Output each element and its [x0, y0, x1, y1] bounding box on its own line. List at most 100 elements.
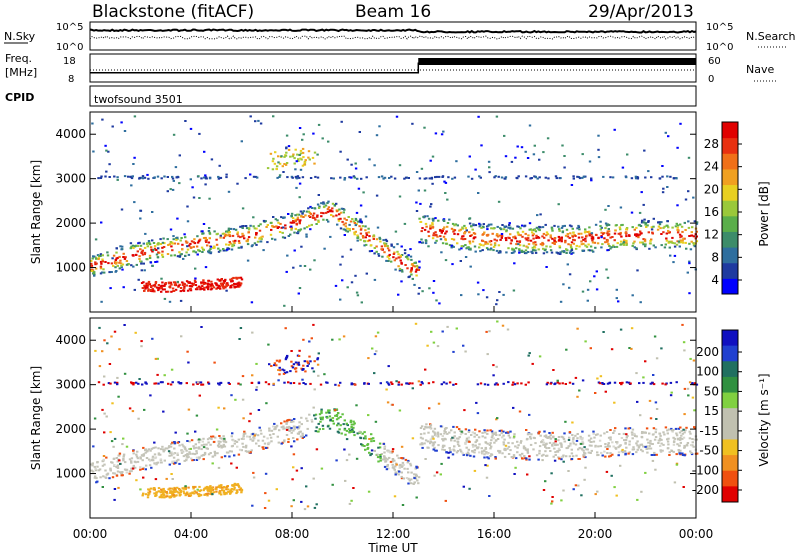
scatter-point: [211, 488, 215, 491]
scatter-point: [164, 282, 167, 284]
scatter-point: [303, 360, 306, 363]
scatter-point: [382, 177, 385, 180]
scatter-point: [93, 274, 96, 277]
scatter-point: [203, 451, 207, 454]
scatter-point: [195, 452, 198, 455]
x-axis-label: Time UT: [367, 541, 418, 554]
scatter-point: [250, 449, 253, 452]
scatter-point: [607, 228, 610, 230]
scatter-point: [339, 150, 342, 153]
scatter-point: [220, 445, 224, 448]
scatter-point: [470, 234, 473, 237]
scatter-point: [346, 227, 349, 230]
scatter-point: [679, 449, 682, 452]
scatter-point: [236, 284, 239, 287]
scatter-point: [464, 428, 468, 431]
scatter-point: [272, 115, 275, 118]
scatter-point: [409, 462, 412, 465]
colorbar-swatch: [722, 247, 738, 264]
scatter-point: [346, 158, 349, 161]
scatter-point: [207, 282, 210, 285]
scatter-point: [145, 243, 149, 245]
scatter-point: [660, 221, 663, 224]
scatter-point: [683, 413, 686, 416]
scatter-point: [692, 235, 696, 238]
scatter-point: [514, 466, 517, 469]
scatter-point: [678, 245, 681, 248]
scatter-point: [141, 494, 144, 497]
scatter-point: [483, 449, 486, 452]
scatter-point: [591, 241, 595, 244]
scatter-point: [468, 248, 471, 251]
scatter-point: [418, 266, 421, 269]
scatter-point: [519, 234, 522, 237]
scatter-point: [432, 280, 436, 282]
scatter-point: [425, 426, 428, 429]
scatter-point: [316, 215, 319, 218]
scatter-point: [421, 446, 424, 449]
scatter-point: [179, 299, 183, 302]
scatter-point: [589, 280, 592, 283]
scatter-point: [309, 382, 312, 385]
scatter-point: [451, 453, 455, 456]
scatter-point: [120, 264, 123, 267]
scatter-point: [456, 443, 460, 446]
scatter-point: [134, 253, 138, 256]
scatter-point: [372, 235, 375, 238]
scatter-point: [628, 443, 631, 446]
scatter-point: [311, 216, 315, 219]
scatter-point: [676, 437, 680, 440]
scatter-point: [531, 229, 534, 232]
scatter-point: [340, 207, 344, 210]
scatter-point: [160, 177, 163, 180]
scatter-point: [167, 244, 170, 246]
scatter-point: [188, 451, 191, 454]
scatter-point: [501, 436, 504, 439]
scatter-point: [578, 245, 581, 248]
scatter-point: [415, 466, 419, 469]
scatter-point: [363, 382, 366, 385]
scatter-point: [308, 413, 311, 416]
scatter-point: [606, 249, 609, 252]
scatter-point: [500, 235, 504, 237]
scatter-point: [543, 249, 547, 252]
scatter-point: [472, 445, 475, 448]
scatter-point: [438, 175, 441, 178]
scatter-point: [552, 442, 555, 445]
y-tick-label: 3000: [55, 378, 86, 392]
scatter-point: [108, 271, 111, 274]
scatter-point: [162, 246, 166, 248]
scatter-point: [447, 456, 450, 459]
scatter-point: [681, 241, 685, 244]
scatter-point: [625, 244, 628, 246]
scatter-point: [349, 248, 353, 251]
scatter-point: [270, 365, 273, 367]
scatter-point: [322, 212, 325, 215]
scatter-point: [660, 438, 663, 441]
scatter-point: [238, 485, 241, 488]
scatter-point: [313, 259, 316, 262]
scatter-point: [442, 228, 445, 230]
scatter-point: [293, 249, 296, 252]
scatter-point: [255, 388, 258, 391]
scatter-point: [103, 431, 106, 434]
scatter-point: [217, 440, 220, 443]
scatter-point: [322, 427, 325, 430]
scatter-point: [683, 387, 687, 390]
scatter-point: [277, 379, 280, 382]
scatter-point: [155, 249, 158, 251]
scatter-point: [435, 175, 438, 178]
scatter-point: [618, 433, 621, 435]
scatter-point: [467, 439, 470, 442]
velocity-panel: [89, 317, 697, 519]
scatter-point: [299, 219, 302, 222]
scatter-point: [473, 432, 476, 435]
scatter-point: [680, 430, 683, 432]
scatter-point: [489, 447, 492, 450]
colorbar-swatch: [722, 215, 738, 232]
scatter-point: [553, 459, 557, 462]
scatter-point: [446, 432, 449, 435]
scatter-point: [445, 242, 448, 245]
scatter-point: [461, 431, 464, 434]
scatter-point: [309, 212, 313, 215]
